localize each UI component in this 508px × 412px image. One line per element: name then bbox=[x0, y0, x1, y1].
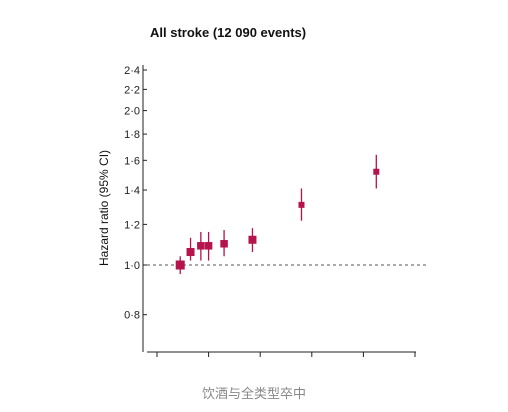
point-marker bbox=[220, 240, 228, 248]
point-marker bbox=[298, 201, 305, 208]
y-axis-label: Hazard ratio (95% CI) bbox=[97, 150, 111, 266]
y-tick-group: 0·8 1·0 1·2 1·4 1·6 1·8 2·0 2·2 2·4 bbox=[124, 65, 147, 322]
y-tick-label: 1·8 bbox=[124, 129, 140, 141]
y-tick-label: 2·0 bbox=[124, 106, 140, 118]
y-tick-label: 1·2 bbox=[124, 219, 140, 231]
x-tick-group bbox=[156, 352, 416, 357]
data-points bbox=[175, 154, 380, 275]
y-tick-label: 2·2 bbox=[124, 84, 140, 96]
point-marker bbox=[204, 242, 213, 250]
chart-title: All stroke (12 090 events) bbox=[150, 25, 306, 40]
caption: 饮酒与全类型卒中 bbox=[201, 387, 306, 402]
point-marker bbox=[175, 260, 185, 270]
y-tick-label: 2·4 bbox=[124, 65, 140, 77]
y-tick-label: 0·8 bbox=[124, 310, 140, 322]
y-tick-label: 1·0 bbox=[124, 260, 140, 272]
point-marker bbox=[373, 168, 380, 175]
point-marker bbox=[186, 248, 195, 257]
point-marker bbox=[197, 242, 205, 250]
y-tick-label: 1·6 bbox=[124, 155, 140, 167]
point-marker bbox=[248, 235, 257, 244]
y-tick-label: 1·4 bbox=[124, 185, 140, 197]
